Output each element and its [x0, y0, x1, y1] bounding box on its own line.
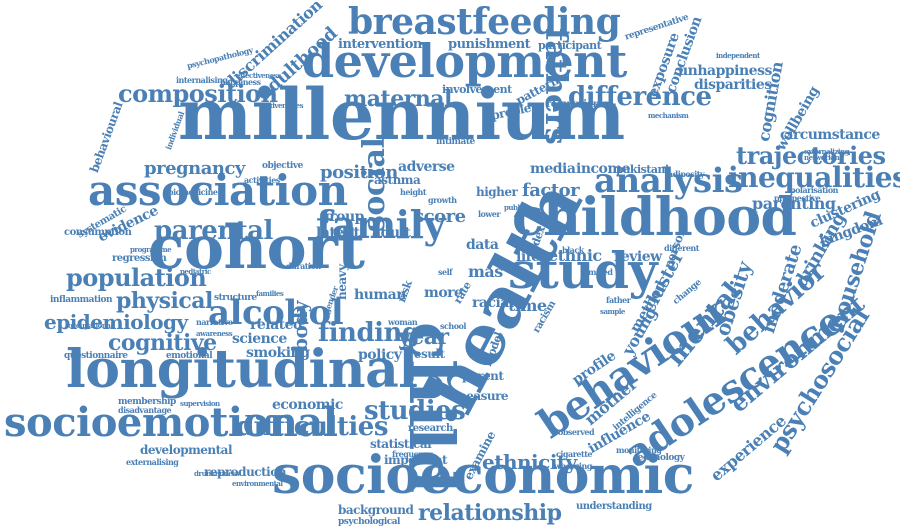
word-economic: economic: [272, 398, 343, 412]
word-relationship: relationship: [418, 502, 562, 524]
word-structure: structure: [214, 294, 257, 303]
word-school: school: [440, 322, 466, 330]
word-review: review: [614, 250, 662, 264]
word-monitoring: monitoring: [616, 446, 661, 454]
word-programme: programme: [130, 246, 171, 253]
word-punishment: punishment: [448, 38, 530, 51]
word-parent: parent: [462, 370, 503, 382]
word-woman: woman: [388, 318, 417, 326]
word-smoking: smoking: [246, 346, 310, 360]
word-pakistani: pakistani: [616, 164, 669, 175]
word-questionnaire: questionnaire: [64, 352, 128, 361]
word-factor: factor: [522, 182, 579, 200]
word-awareness: awareness: [196, 330, 232, 337]
word-behavioural: behavioural: [88, 101, 125, 175]
word-growth: growth: [428, 196, 457, 204]
word-score: score: [414, 208, 466, 226]
word-activities: activities: [244, 176, 280, 184]
word-mechanism: mechanism: [648, 112, 688, 119]
word-adversities: adversities: [266, 102, 303, 109]
word-heavy: heavy: [336, 264, 348, 300]
word-effectiveness: effectiveness: [236, 72, 281, 79]
word-intervention: intervention: [338, 38, 422, 51]
word-media: media: [530, 162, 575, 176]
word-biomedicine: biomedicine: [168, 188, 217, 196]
word-pediatric: pediatric: [180, 268, 211, 275]
word-regression: regression: [112, 254, 166, 264]
word-public: public: [504, 204, 525, 211]
word-psychological: psychological: [338, 518, 400, 527]
word-lower: lower: [478, 210, 500, 218]
word-externalising: externalising: [126, 458, 178, 466]
word-breastfeeding: breastfeeding: [348, 4, 620, 40]
word-height: height: [400, 188, 426, 196]
word-research: research: [408, 424, 453, 434]
word-involvement: involvement: [442, 84, 512, 95]
word-result: result: [408, 348, 445, 360]
word-risk: risk: [396, 280, 414, 304]
word-families: families: [256, 290, 283, 297]
word-disparities: disparities: [694, 78, 772, 92]
word-mas: mas: [468, 264, 503, 280]
word-related: related: [250, 318, 302, 332]
word-self: self: [438, 268, 452, 276]
word-consumption: consumption: [64, 228, 131, 238]
word-drunkenness: drunkenness: [194, 470, 239, 477]
word-regulation: regulation: [546, 100, 600, 110]
word-cigarette: cigarette: [556, 450, 592, 458]
word-adverse: adverse: [398, 160, 455, 174]
word-father: father: [606, 296, 630, 304]
word-observed: observed: [558, 428, 594, 436]
word-circumstance: circumstance: [780, 128, 880, 142]
word-policy: policy: [358, 348, 401, 362]
word-wheezing: wheezing: [554, 462, 592, 470]
word-objective: objective: [262, 162, 303, 171]
word-understanding: understanding: [576, 502, 652, 512]
word-data: data: [466, 238, 498, 252]
word-asthma: asthma: [374, 174, 420, 186]
word-environmental: environmental: [232, 480, 283, 487]
word-adult: adult: [372, 226, 410, 240]
word-prospective: prospective: [774, 194, 820, 202]
word-maternal: maternal: [344, 88, 452, 110]
word-occupational: occupational: [68, 322, 113, 329]
word-networking: networking: [804, 154, 844, 161]
word-background: background: [338, 504, 413, 516]
word-measure: measure: [454, 390, 508, 402]
word-higher: higher: [476, 186, 517, 198]
word-narrative: narrative: [196, 318, 233, 326]
word-adiposity: adiposity: [668, 170, 704, 178]
word-unhappiness: unhappiness: [678, 64, 772, 78]
word-duration: duration: [286, 262, 321, 270]
word-group: group: [320, 210, 364, 224]
word-frequency: frequency: [392, 450, 432, 458]
word-developmental: developmental: [140, 444, 232, 456]
word-internalising: internalising: [176, 76, 227, 84]
word-difficulties: difficulties: [236, 414, 388, 440]
word-inflammation: inflammation: [50, 296, 112, 305]
word-parental: parental: [154, 218, 273, 244]
word-latent: latent: [316, 226, 359, 240]
word-epidemiology: epidemiology: [44, 312, 188, 332]
word-mixed: mixed: [588, 268, 612, 276]
word-emotional: emotional: [166, 352, 212, 361]
word-supervision: supervision: [180, 400, 220, 407]
word-science: science: [232, 332, 287, 346]
word-independent: independent: [716, 52, 760, 59]
word-intimate: intimate: [436, 138, 475, 147]
word-sample: sample: [600, 308, 625, 315]
word-black: black: [562, 246, 584, 254]
word-technology: technology: [634, 454, 684, 463]
word-pregnancy: pregnancy: [144, 160, 245, 178]
word-disadvantage: disadvantage: [118, 406, 171, 414]
word-physical: physical: [116, 290, 213, 312]
